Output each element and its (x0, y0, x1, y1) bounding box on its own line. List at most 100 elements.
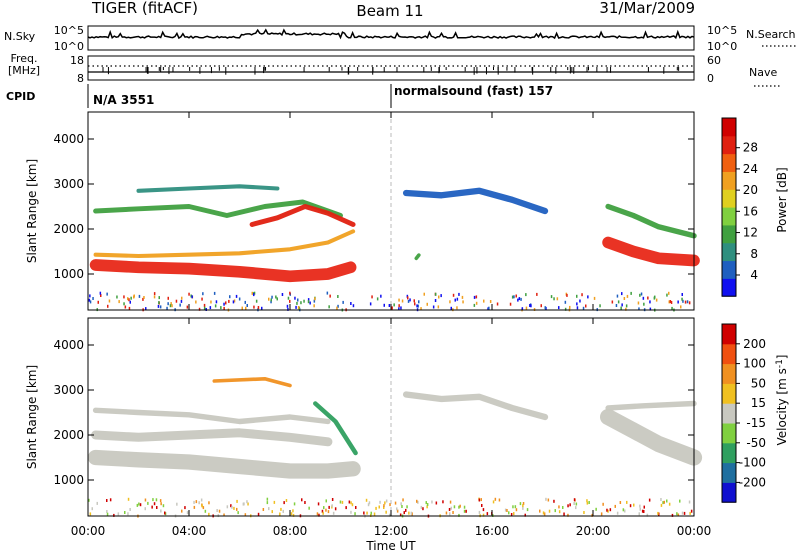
noise-cell (416, 499, 418, 503)
noise-cell (569, 305, 571, 309)
noise-cell (593, 296, 596, 300)
noise-cell (225, 301, 227, 305)
noise-cell (218, 509, 221, 513)
noise-cell (529, 304, 531, 307)
noise-cell (449, 500, 452, 504)
noise-cell (683, 511, 686, 515)
noise-cell (496, 302, 499, 306)
noise-cell (371, 295, 373, 299)
noise-cell (564, 300, 567, 304)
noise-cell (166, 306, 168, 310)
noise-cell (539, 509, 541, 513)
y-tick-label: 2000 (53, 222, 84, 236)
y-tick-label: 4000 (53, 338, 84, 352)
noise-cell (437, 305, 440, 309)
noise-cell (266, 497, 269, 501)
noise-cell (454, 298, 456, 302)
colorbar-frame (721, 117, 737, 297)
noise-cell (159, 305, 162, 309)
noise-cell (679, 499, 681, 503)
noise-cell (244, 300, 246, 304)
noise-cell (639, 293, 641, 297)
noise-cell (384, 501, 386, 505)
noise-cell (193, 505, 196, 509)
noise-cell (405, 508, 407, 512)
noise-cell (662, 501, 664, 505)
noise-cell (416, 304, 418, 308)
noise-cell (332, 511, 335, 515)
nsearch-tick-bottom: 10^0 (707, 40, 737, 53)
noise-cell (167, 296, 169, 300)
colorbar-swatch (722, 278, 736, 297)
noise-cell (289, 291, 291, 295)
noise-cell (583, 511, 585, 514)
noise-cell (677, 513, 680, 517)
noise-cell (400, 502, 402, 506)
noise-cell (630, 291, 632, 295)
noise-cell (388, 513, 391, 517)
freq-tick-bottom: 8 (77, 72, 84, 85)
noise-cell (431, 500, 433, 504)
freq-frame (87, 55, 695, 81)
noise-cell (515, 508, 518, 512)
noise-cell (609, 508, 612, 512)
noise-cell (518, 297, 521, 301)
noise-cell (255, 299, 258, 303)
noise-cell (318, 513, 320, 517)
noise-cell (524, 513, 526, 517)
noise-cell (611, 300, 614, 304)
x-tick-label: 12:00 (374, 524, 409, 538)
noise-cell (106, 512, 109, 516)
noise-cell (587, 295, 589, 299)
noise-cell (545, 497, 547, 501)
power-y-axis: 1000 2000 3000 4000 (53, 132, 694, 281)
noise-cell (396, 507, 398, 511)
noise-cell (336, 306, 338, 310)
noise-cell (671, 513, 674, 517)
colorbar-tick-label: 8 (750, 247, 758, 261)
noise-cell (314, 297, 316, 301)
noise-cell (625, 307, 627, 311)
noise-cell (420, 505, 423, 509)
x-tick-label: 20:00 (576, 524, 611, 538)
noise-cell (554, 509, 556, 513)
noise-cell (106, 510, 108, 513)
noise-cell (573, 498, 576, 502)
noise-cell (162, 504, 165, 508)
nsky-trace (87, 28, 695, 40)
data-band (89, 259, 357, 283)
noise-cell (465, 509, 467, 513)
noise-cell (420, 307, 422, 311)
noise-cell (606, 508, 608, 512)
x-tick-label: 16:00 (475, 524, 510, 538)
noise-cell (517, 298, 519, 302)
noise-cell (202, 506, 205, 510)
noise-cell (668, 291, 670, 295)
noise-cell (124, 305, 127, 309)
noise-cell (553, 499, 555, 503)
noise-cell (473, 295, 476, 299)
noise-cell (385, 510, 387, 514)
noise-cell (641, 509, 644, 513)
noise-cell (616, 294, 619, 298)
data-band (605, 400, 697, 411)
noise-cell (144, 498, 147, 502)
noise-cell (621, 303, 623, 307)
noise-cell (262, 508, 265, 511)
noise-cell (293, 502, 296, 506)
noise-cell (614, 504, 616, 508)
noise-cell (440, 294, 442, 298)
noise-cell (394, 501, 397, 505)
noise-cell (660, 498, 662, 501)
noise-cell (406, 294, 409, 298)
noise-cell (236, 507, 238, 511)
noise-cell (100, 294, 102, 297)
noise-cell (230, 504, 232, 508)
noise-cell (522, 502, 525, 505)
cpid-label: CPID (6, 90, 35, 103)
noise-cell (625, 304, 628, 308)
noise-cell (322, 511, 324, 515)
noise-cell (508, 511, 510, 515)
noise-cell (510, 513, 513, 516)
noise-cell (450, 506, 452, 510)
